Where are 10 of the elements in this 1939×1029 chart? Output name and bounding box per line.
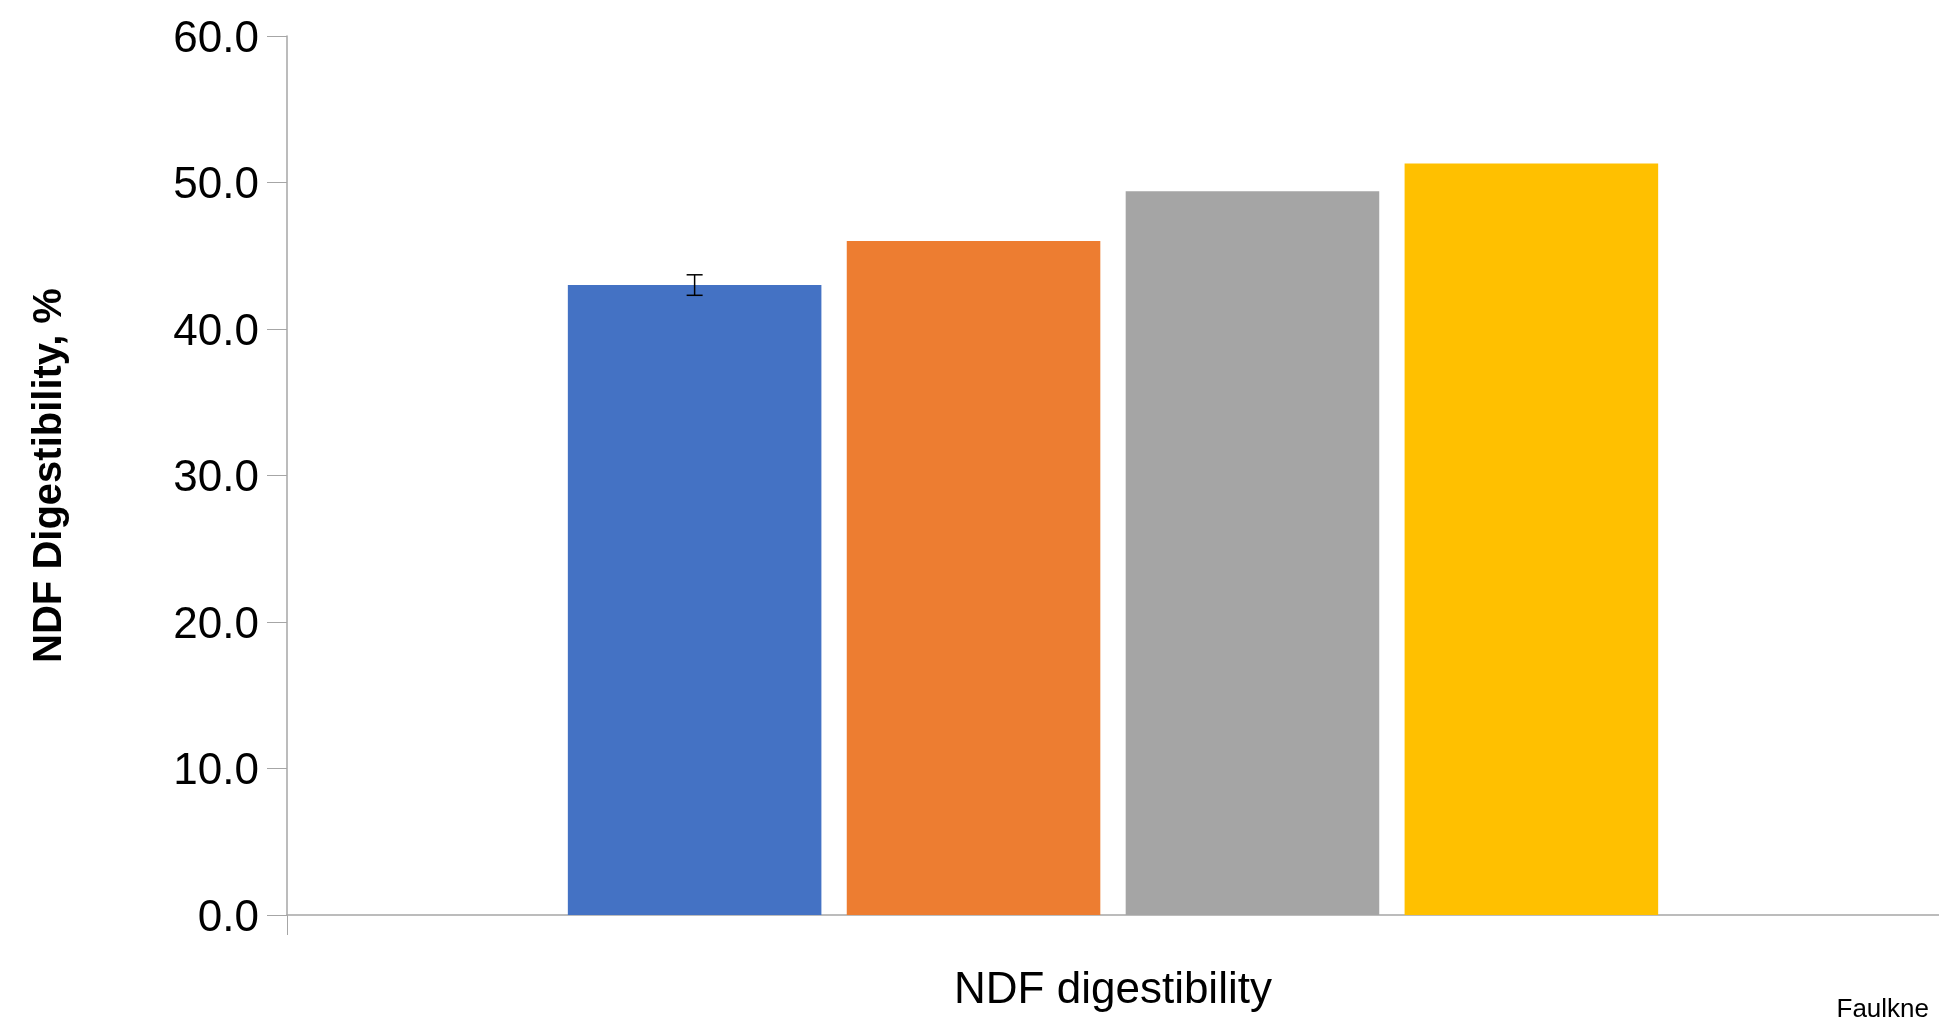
y-tick-label: 60.0 [173,11,259,61]
y-tick-label: 20.0 [173,597,259,647]
y-tick-label: 10.0 [173,744,259,793]
y-tick-label: 30.0 [173,451,259,500]
y-tick-label: 40.0 [173,304,259,354]
x-tick-label: NDF digestibility [954,962,1272,1012]
y-tick-label: 50.0 [173,158,259,207]
y-tick-label: 0.0 [197,890,259,940]
text: Faulkne [1836,993,1929,1023]
y-axis-title: NDF Digestibility, % [25,288,69,663]
